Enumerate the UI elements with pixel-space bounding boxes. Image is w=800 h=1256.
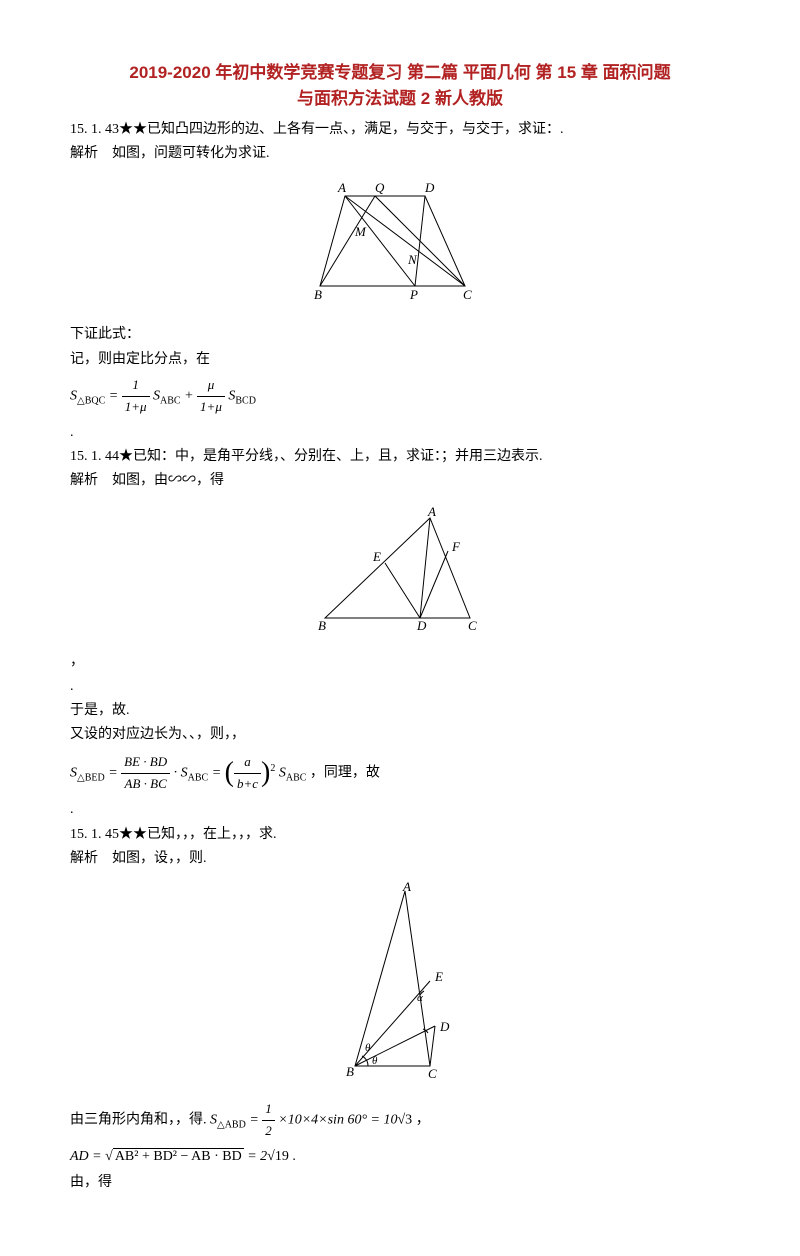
label-a3: A [402, 881, 411, 894]
label-c2: C [468, 618, 477, 633]
label-d3: D [439, 1019, 450, 1034]
label-d: D [424, 180, 435, 195]
label-e3: E [434, 969, 443, 984]
formula-4: AD = √AB² + BD² − AB · BD = 2√19 . [70, 1146, 730, 1168]
problem-3-statement: 15. 1. 45★★已知，，，在上，，，求. [70, 824, 730, 846]
problem-1-analysis: 解析 如图，问题可转化为求证. [70, 143, 730, 165]
label-alpha: α [417, 992, 423, 1004]
problem-2-statement: 15. 1. 44★已知：中，是角平分线，、分别在、上，且，求证：；并用三边表示… [70, 446, 730, 468]
label-theta1: θ [365, 1042, 371, 1054]
problem-1-statement: 15. 1. 43★★已知凸四边形的边、上各有一点、，满足，与交于，与交于，求证… [70, 119, 730, 141]
label-e2: E [372, 549, 381, 564]
label-c: C [463, 287, 472, 302]
dot-1: . [70, 422, 730, 444]
proof-header: 下证此式： [70, 324, 730, 346]
diagram-1: A Q D M N B P C [70, 176, 730, 314]
comma-1: ， [70, 651, 730, 673]
label-n: N [407, 252, 418, 267]
label-b: B [314, 287, 322, 302]
dot-3: . [70, 799, 730, 821]
label-q: Q [375, 180, 385, 195]
label-theta2: θ [372, 1055, 378, 1067]
p2-line2: 又设的对应边长为、、，则，， [70, 724, 730, 746]
document-title: 2019-2020 年初中数学竞赛专题复习 第二篇 平面几何 第 15 章 面积… [70, 60, 730, 111]
formula-1: S△BQC = 11+μ SABC + μ1+μ SBCD [70, 375, 730, 418]
label-a: A [337, 180, 346, 195]
label-p: P [409, 287, 418, 302]
problem-3-analysis: 解析 如图，设，，则. [70, 848, 730, 870]
label-f2: F [451, 539, 461, 554]
p3-last: 由，得 [70, 1172, 730, 1194]
label-a2: A [427, 504, 436, 519]
problem-2-analysis: 解析 如图，由∽∽，得 [70, 470, 730, 492]
p2-line1: 于是，故. [70, 700, 730, 722]
dot-2: . [70, 676, 730, 698]
label-d2: D [416, 618, 427, 633]
label-b3: B [346, 1064, 354, 1079]
label-m: M [354, 224, 367, 239]
title-line-1: 2019-2020 年初中数学竞赛专题复习 第二篇 平面几何 第 15 章 面积… [129, 63, 670, 82]
proof-line: 记，则由定比分点，在 [70, 349, 730, 371]
diagram-3: A E D B C α θ θ [70, 881, 730, 1089]
label-c3: C [428, 1066, 437, 1081]
formula-2: S△BED = BE · BDAB · BC · SABC = (ab+c)2 … [70, 751, 730, 796]
diagram-2: A E F B D C [70, 503, 730, 641]
p3-formula-line: 由三角形内角和，，得. S△ABD = 12 ×10×4×sin 60° = 1… [70, 1099, 730, 1142]
title-line-2: 与面积方法试题 2 新人教版 [297, 89, 503, 108]
label-b2: B [318, 618, 326, 633]
